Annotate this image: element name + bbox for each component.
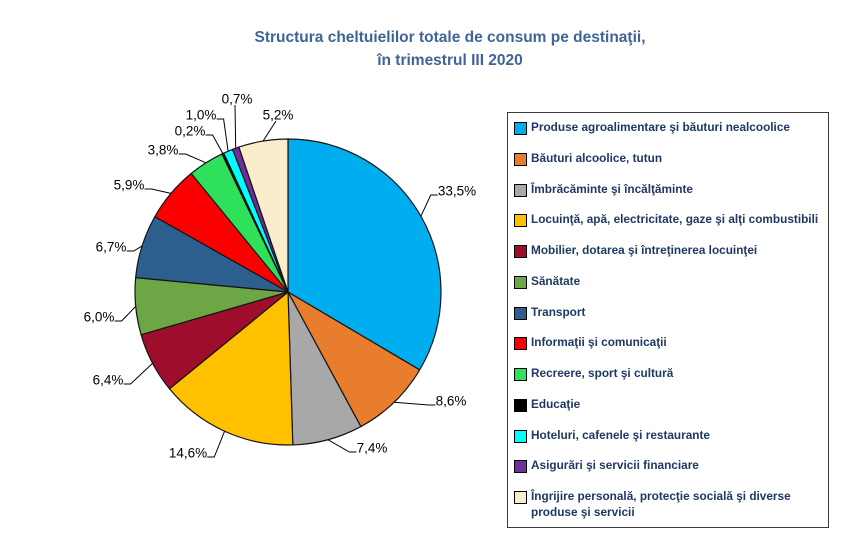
legend-swatch — [514, 460, 527, 474]
leader-line — [144, 188, 172, 194]
legend-swatch — [514, 122, 527, 135]
legend-label: Mobilier, dotarea şi întreţinerea locuin… — [531, 243, 758, 258]
leader-line — [262, 120, 277, 142]
legend-label: Sănătate — [531, 273, 581, 288]
legend-item: Mobilier, dotarea şi întreţinerea locuin… — [514, 243, 824, 259]
slice-percentage-label: 6,4% — [93, 373, 124, 388]
legend-item: Băuturi alcoolice, tutun — [514, 151, 824, 166]
leader-line — [207, 431, 226, 458]
legend-label: Băuturi alcoolice, tutun — [531, 150, 663, 165]
chart-title-line1: Structura cheltuielilor totale de consum… — [254, 29, 646, 46]
leader-line — [420, 194, 438, 217]
legend-swatch — [514, 491, 527, 505]
legend-swatch — [514, 398, 527, 412]
slice-percentage-label: 6,0% — [84, 310, 115, 325]
chart-title: Structura cheltuielilor totale de consum… — [150, 26, 750, 73]
slice-percentage-label: 7,4% — [357, 441, 388, 456]
legend-item: Transport — [514, 305, 824, 320]
chart-title-line2: în trimestrul III 2020 — [377, 52, 523, 70]
slice-percentage-label: 5,2% — [263, 108, 294, 123]
legend-swatch — [514, 152, 527, 166]
legend-swatch — [514, 337, 527, 351]
slice-percentage-label: 14,6% — [169, 446, 207, 461]
slice-percentage-label: 33,5% — [438, 184, 476, 199]
slice-percentage-label: 6,7% — [96, 240, 127, 255]
leader-line — [394, 401, 436, 406]
leader-line — [216, 118, 229, 152]
legend-swatch — [514, 214, 527, 228]
slice-percentage-label: 1,0% — [186, 108, 217, 123]
legend-item: Locuinţă, apă, electricitate, gaze şi al… — [514, 212, 824, 228]
legend-label: Produse agroalimentare şi băuturi nealco… — [531, 120, 790, 134]
leader-line — [114, 306, 137, 322]
legend-label: Educaţie — [531, 396, 581, 411]
slice-percentage-label: 0,2% — [175, 124, 206, 139]
leader-line — [234, 104, 237, 149]
pie-slice — [238, 138, 289, 293]
legend: Produse agroalimentare şi băuturi nealco… — [507, 112, 829, 528]
leader-line — [178, 153, 207, 164]
legend-label: Îmbrăcăminte şi încălţăminte — [531, 181, 693, 196]
legend-label: Transport — [531, 304, 586, 319]
legend-item: Sănătate — [514, 274, 824, 289]
slice-percentage-label: 5,9% — [114, 178, 145, 193]
legend-item: Recreere, sport şi cultură — [514, 366, 824, 382]
legend-label: Asigurări şi servicii financiare — [531, 458, 699, 473]
legend-item: Hoteluri, cafenele şi restaurante — [514, 428, 824, 443]
legend-item: Asigurări şi servicii financiare — [514, 458, 824, 474]
legend-item: Informaţii şi comunicaţii — [514, 335, 824, 351]
legend-label: Hoteluri, cafenele şi restaurante — [531, 427, 710, 442]
leader-line — [205, 134, 224, 154]
legend-item: Educaţie — [514, 397, 824, 412]
leader-line — [327, 439, 357, 453]
legend-item: Produse agroalimentare şi băuturi nealco… — [514, 120, 824, 135]
legend-item: Îmbrăcăminte şi încălţăminte — [514, 182, 824, 197]
leader-line — [126, 245, 143, 252]
legend-label: Îngrijire personală, protecţie socială ş… — [531, 489, 791, 519]
legend-swatch — [514, 245, 527, 259]
legend-swatch — [514, 429, 527, 443]
slice-percentage-label: 0,7% — [222, 92, 253, 107]
legend-swatch — [514, 275, 527, 289]
legend-label: Recreere, sport şi cultură — [531, 366, 674, 381]
legend-swatch — [514, 368, 527, 382]
slice-percentage-label: 3,8% — [148, 143, 179, 158]
legend-label: Informaţii şi comunicaţii — [531, 335, 667, 350]
legend-swatch — [514, 183, 527, 197]
legend-item: Îngrijire personală, protecţie socială ş… — [514, 489, 824, 520]
legend-label: Locuinţă, apă, electricitate, gaze şi al… — [531, 212, 819, 227]
leader-line — [123, 362, 153, 385]
slice-percentage-label: 8,6% — [436, 394, 467, 409]
legend-swatch — [514, 306, 527, 320]
pie-slice — [287, 291, 421, 428]
